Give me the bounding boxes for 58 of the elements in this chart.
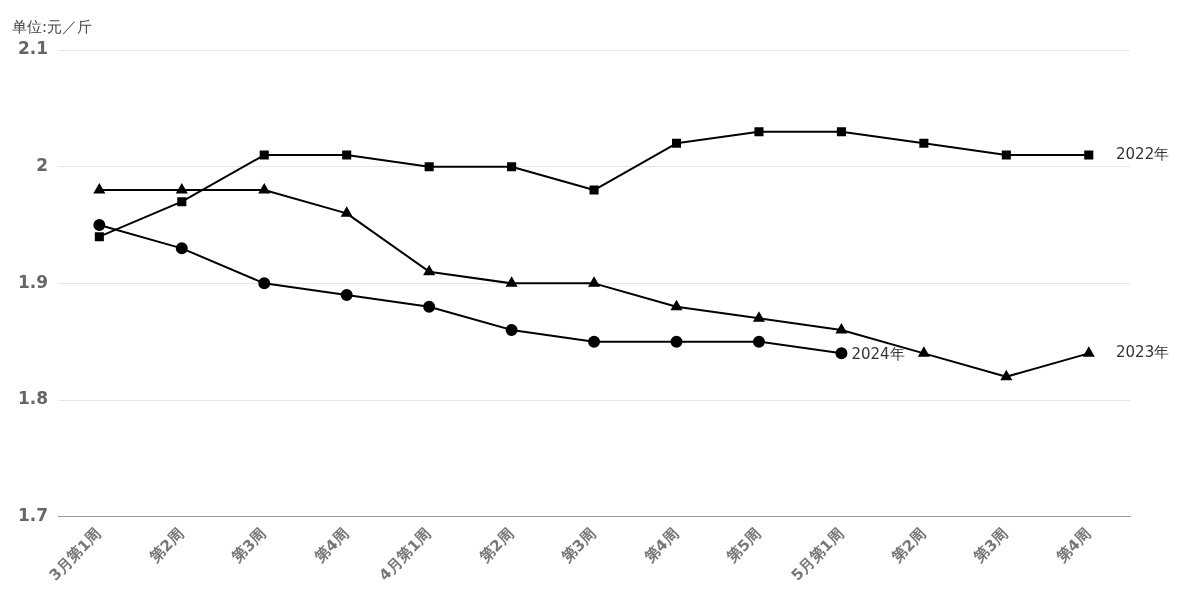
point (1083, 347, 1095, 357)
y-tick-label: 2.1 (17, 38, 49, 59)
point (1001, 150, 1011, 160)
point (423, 300, 436, 313)
point (340, 289, 353, 302)
point (588, 277, 600, 287)
point (670, 335, 683, 348)
x-tick-label: 第2周 (475, 524, 518, 567)
x-tick-label: 第4周 (1052, 524, 1095, 567)
x-tick-label: 5月第1周 (787, 524, 847, 585)
series-label: 2023年 (1116, 343, 1170, 362)
point (507, 162, 517, 172)
series-label: 2024年 (851, 345, 905, 364)
x-tick-label: 第4周 (640, 524, 683, 567)
point (671, 138, 682, 148)
x-tick-label: 第4周 (310, 524, 353, 567)
point (506, 277, 517, 287)
y-axis-title: 单位:元／斤 (12, 18, 93, 37)
x-tick-label: 4月第1周 (375, 524, 435, 585)
point (94, 232, 104, 242)
point (177, 197, 187, 207)
y-tick-label: 1.9 (17, 271, 49, 292)
point (589, 185, 599, 195)
point (835, 347, 848, 360)
point (752, 335, 765, 348)
point (918, 347, 930, 357)
point (1000, 370, 1012, 381)
y-tick-label: 1.8 (17, 388, 49, 409)
point (424, 162, 434, 172)
point (93, 219, 106, 232)
point (1084, 150, 1094, 160)
point (176, 184, 188, 194)
point (342, 150, 352, 160)
point (258, 184, 270, 194)
point (919, 138, 929, 148)
point (423, 265, 435, 276)
point (836, 127, 846, 137)
point (175, 242, 188, 255)
x-tick-label: 第5周 (722, 524, 765, 567)
point (94, 184, 105, 194)
point (754, 127, 764, 137)
point (836, 324, 847, 334)
point (258, 277, 271, 290)
x-tick-label: 第2周 (145, 524, 188, 567)
y-tick-label: 2 (36, 155, 49, 176)
y-tick-label: 1.7 (17, 505, 49, 526)
x-tick-label: 第3周 (969, 524, 1012, 567)
point (505, 324, 518, 337)
x-tick-label: 第3周 (227, 524, 270, 567)
x-tick-label: 第3周 (557, 524, 600, 567)
x-tick-label: 第2周 (887, 524, 930, 567)
point (341, 207, 353, 217)
x-tick-label: 3月第1周 (45, 524, 105, 585)
series-label: 2022年 (1116, 144, 1170, 163)
point (753, 312, 765, 322)
point (259, 150, 269, 160)
point (588, 335, 601, 348)
point (671, 300, 682, 311)
